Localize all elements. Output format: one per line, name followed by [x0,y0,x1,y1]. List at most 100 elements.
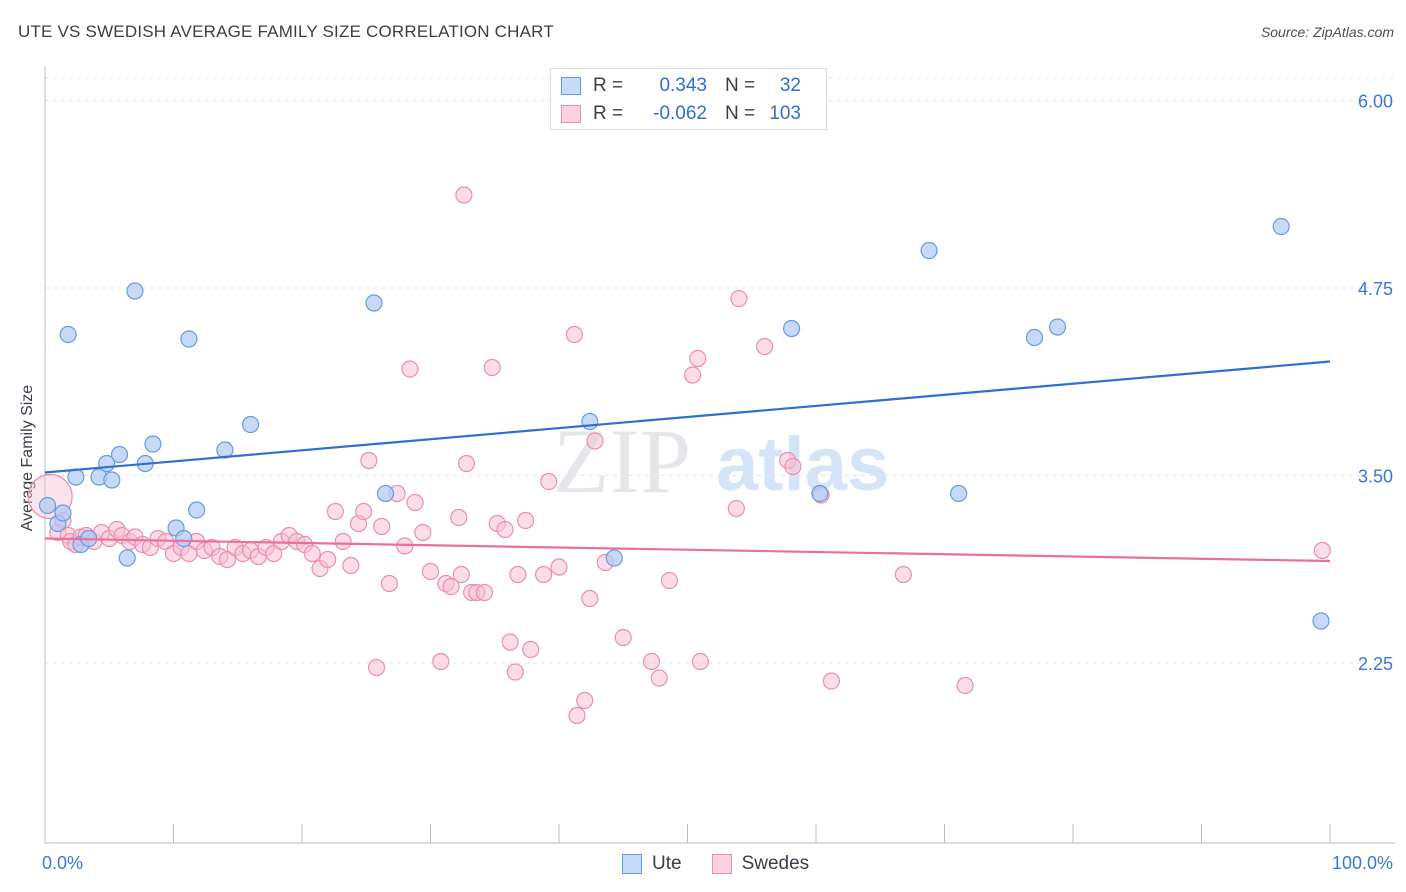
gridlines [45,77,1395,664]
ute-point [1025,328,1044,347]
swedes-point [650,669,668,687]
swedes-point [455,186,473,204]
axes [44,66,1395,844]
stats-legend: R = 0.343 N = 32 R = -0.062 N = 103 [550,68,827,130]
swedes-point [414,523,432,542]
swedes-point [501,633,519,651]
watermark-atlas: atlas [716,422,889,507]
swedes-point [326,502,345,521]
legend-item-swedes[interactable]: Swedes [711,853,810,875]
swedes-point [342,556,360,575]
swedes-point [642,652,661,671]
ute-legend-label: Ute [652,853,682,874]
swedes-point [450,508,468,527]
ute-point [126,282,144,300]
swedes-point [522,640,540,659]
ute-point [175,529,193,548]
ute-point [376,484,395,503]
swedes-point [319,550,337,569]
swedes-point [730,289,748,308]
swedes-point [506,663,524,681]
swedes-trend-line [44,537,1331,563]
y-tick-label: 4.75 [1358,279,1393,299]
tick-labels: 2.25 3.50 4.75 6.00 0.0% 100.0% [42,92,1393,874]
trend-lines [44,360,1331,563]
legend-row-swedes: R = -0.062 N = 103 [561,100,801,128]
swedes-legend-swatch [711,854,732,874]
swedes-point [755,337,774,356]
swedes-point [367,658,386,677]
n-label: N = [725,103,756,124]
swedes-point [689,349,707,368]
swedes-point [540,472,558,491]
y-tick-label: 3.50 [1358,467,1393,487]
ute-legend-swatch [622,854,642,874]
swedes-point [406,493,424,512]
ute-point [144,435,162,453]
swedes-swatch [561,105,581,123]
swedes-legend-label: Swedes [741,853,810,874]
ute-r-value: 0.343 [659,75,707,96]
swedes-point [727,499,745,518]
chart-title: UTE VS SWEDISH AVERAGE FAMILY SIZE CORRE… [18,22,554,41]
swedes-point [586,432,604,450]
swedes-point [218,550,237,569]
ute-trend-line [44,360,1331,474]
swedes-point [475,583,494,602]
swedes-point [265,544,283,563]
swedes-point [373,517,391,536]
ute-point [365,294,383,312]
ute-point [110,445,129,464]
legend-item-ute[interactable]: Ute [622,853,682,875]
swedes-point [1313,541,1331,560]
source-label: Source: ZipAtlas.com [1260,24,1394,40]
swedes-point [956,676,974,695]
ute-point [180,330,198,348]
n-label: N = [725,75,756,96]
swedes-point [576,691,594,710]
swedes-point [496,520,514,539]
ute-point [811,484,829,503]
ute-point [1272,217,1290,236]
swedes-point [684,366,702,384]
watermark-zip: ZIP [553,410,691,512]
swedes-point [483,358,501,377]
ute-n-value: 32 [779,75,801,96]
swedes-point [421,562,440,581]
y-tick-label: 2.25 [1358,654,1393,674]
swedes-point [660,571,679,590]
swedes-point [432,652,450,671]
ute-point [581,412,599,431]
legend-row-ute: R = 0.343 N = 32 [561,72,801,100]
ute-point [1312,612,1330,630]
ute-point [242,415,260,434]
swedes-point [442,577,460,596]
x-tick-label-max: 100.0% [1332,853,1393,873]
swedes-n-value: 103 [769,103,801,124]
swedes-point [355,502,373,521]
swedes-points [27,186,1331,725]
swedes-point [568,706,586,725]
swedes-point [822,672,841,690]
swedes-point [784,457,802,476]
swedes-point [516,511,535,530]
swedes-point [380,574,398,593]
y-tick-label: 6.00 [1358,92,1393,112]
ute-point [605,549,623,567]
swedes-point [691,652,709,671]
ute-point [118,549,136,567]
ute-point [59,325,77,344]
swedes-point [396,537,414,555]
swedes-point [614,628,632,647]
ute-point [54,504,72,522]
swedes-point [550,558,568,576]
swedes-point [452,565,470,584]
x-tick-label-min: 0.0% [42,853,83,873]
ute-point [38,496,57,515]
r-label: R = [593,103,624,124]
swedes-point [894,565,912,584]
swedes-point [334,532,352,551]
swedes-point [360,451,378,470]
swedes-point [565,325,584,344]
